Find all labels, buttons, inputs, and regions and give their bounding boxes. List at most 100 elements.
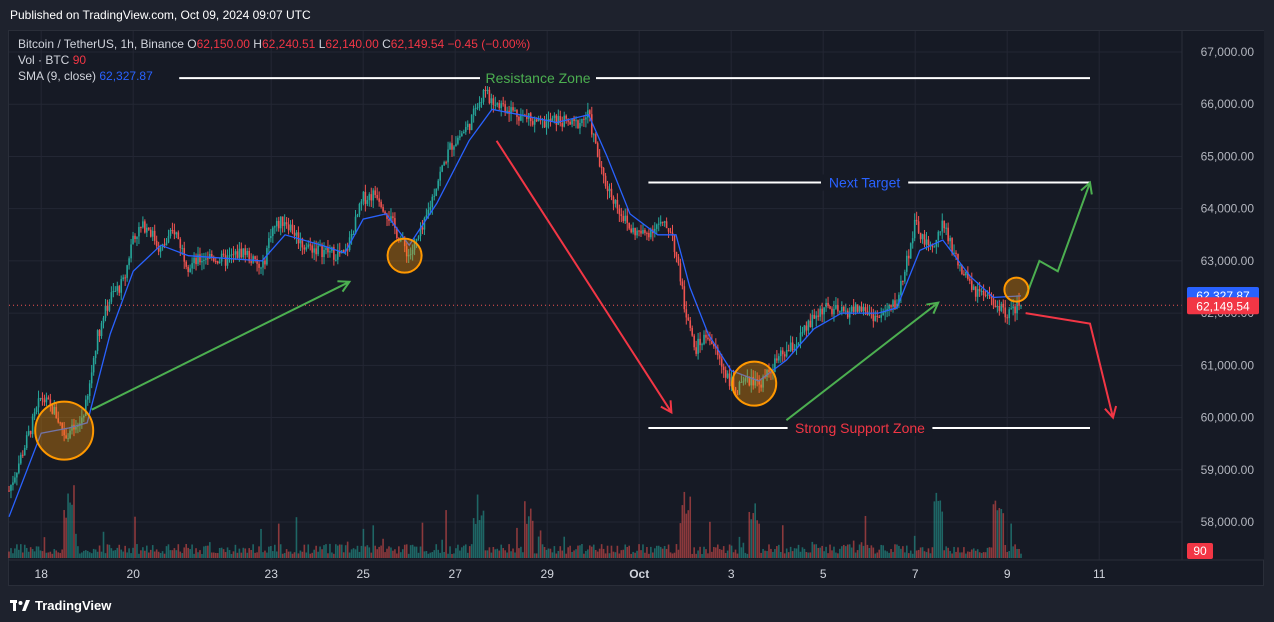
sma-label[interactable]: SMA (9, close) bbox=[18, 69, 97, 83]
volume-bar bbox=[415, 546, 418, 558]
volume-bar bbox=[81, 552, 83, 558]
volume-bar bbox=[756, 520, 758, 558]
volume-bar bbox=[872, 547, 875, 558]
volume-bar bbox=[27, 551, 30, 558]
candle-body bbox=[474, 107, 477, 109]
ohlc-row: Bitcoin / TetherUS, 1h, Binance O62,150.… bbox=[18, 36, 530, 52]
volume-bar bbox=[978, 552, 981, 558]
annotation-label: Strong Support Zone bbox=[795, 420, 925, 436]
annotation-label: Next Target bbox=[829, 175, 900, 191]
candle-body bbox=[691, 327, 693, 336]
volume-bar bbox=[193, 553, 195, 558]
candle-body bbox=[844, 310, 847, 312]
volume-bar bbox=[632, 551, 634, 558]
volume-bar bbox=[474, 523, 477, 558]
volume-bar bbox=[98, 545, 101, 558]
candle-body bbox=[953, 252, 955, 254]
candle-body bbox=[988, 294, 991, 297]
candle-body bbox=[841, 306, 843, 312]
candle-body bbox=[421, 227, 424, 230]
volume-bar bbox=[638, 544, 640, 558]
chart-area[interactable] bbox=[8, 30, 1264, 586]
volume-bar bbox=[669, 552, 672, 558]
volume-bar bbox=[94, 549, 97, 558]
candle-body bbox=[959, 264, 961, 266]
candle-body bbox=[699, 338, 701, 346]
candle-body bbox=[130, 244, 132, 259]
candle-body bbox=[823, 307, 825, 315]
candle-body bbox=[309, 244, 312, 246]
volume-bar bbox=[732, 552, 735, 558]
volume-bar bbox=[401, 549, 404, 558]
candle-body bbox=[850, 306, 853, 312]
candle-body bbox=[791, 342, 794, 351]
candle-body bbox=[323, 249, 325, 258]
volume-bar bbox=[396, 553, 398, 558]
volume-bar bbox=[423, 551, 426, 558]
volume-bar bbox=[69, 502, 71, 558]
candle-body bbox=[272, 227, 274, 237]
candle-body bbox=[210, 253, 213, 258]
candle-body bbox=[181, 248, 184, 250]
volume-bar bbox=[805, 552, 808, 558]
volume-bar bbox=[144, 550, 146, 558]
y-tick-label: 67,000.00 bbox=[1201, 45, 1255, 59]
candle-body bbox=[189, 268, 191, 272]
volume-bar bbox=[486, 550, 489, 558]
candle-body bbox=[55, 407, 58, 419]
candle-body bbox=[923, 234, 926, 245]
volume-bar bbox=[587, 549, 589, 558]
volume-bar bbox=[309, 553, 312, 558]
volume-bar bbox=[766, 551, 768, 558]
candle-body bbox=[169, 229, 172, 237]
volume-bar bbox=[386, 548, 388, 558]
volume-bar bbox=[906, 545, 908, 558]
volume-bar bbox=[642, 544, 644, 558]
candle-body bbox=[362, 191, 365, 202]
volume-bar bbox=[531, 520, 534, 558]
volume-bar bbox=[51, 553, 54, 558]
volume-bar bbox=[364, 546, 367, 558]
volume-bar bbox=[809, 552, 812, 558]
candle-body bbox=[120, 279, 123, 293]
volume-bar bbox=[252, 544, 254, 558]
brand-name: TradingView bbox=[35, 598, 112, 613]
volume-label[interactable]: Vol · BTC bbox=[18, 53, 70, 67]
candle-body bbox=[843, 306, 845, 312]
volume-bar bbox=[153, 551, 156, 558]
volume-bar bbox=[403, 544, 406, 558]
volume-bar bbox=[35, 546, 38, 558]
candle-body bbox=[581, 118, 583, 124]
volume-bar bbox=[760, 552, 762, 558]
candle-body bbox=[128, 258, 130, 266]
volume-bar bbox=[266, 552, 268, 558]
symbol-name[interactable]: Bitcoin / TetherUS, 1h, Binance bbox=[18, 37, 184, 51]
volume-bar bbox=[12, 553, 14, 558]
volume-bar bbox=[232, 551, 235, 558]
candle-body bbox=[256, 259, 258, 264]
candle-body bbox=[628, 222, 630, 229]
candle-body bbox=[992, 298, 995, 306]
candle-body bbox=[514, 110, 516, 112]
candle-body bbox=[297, 232, 300, 244]
candle-body bbox=[986, 294, 989, 296]
volume-bar bbox=[746, 553, 749, 558]
volume-bar bbox=[559, 546, 562, 558]
volume-bar bbox=[689, 496, 692, 558]
candle-body bbox=[506, 110, 508, 112]
volume-bar bbox=[504, 550, 506, 558]
candle-body bbox=[622, 216, 625, 222]
candle-body bbox=[756, 378, 758, 381]
x-tick-label: 27 bbox=[449, 567, 463, 581]
candle-body bbox=[886, 308, 888, 311]
volume-bar bbox=[335, 544, 337, 558]
candle-body bbox=[230, 254, 233, 256]
candle-body bbox=[815, 315, 818, 319]
candle-body bbox=[872, 314, 875, 322]
candle-body bbox=[153, 230, 156, 241]
volume-bar bbox=[492, 546, 495, 558]
low-value: 62,140.00 bbox=[325, 37, 379, 51]
candle-body bbox=[88, 383, 91, 396]
candle-body bbox=[919, 232, 922, 240]
